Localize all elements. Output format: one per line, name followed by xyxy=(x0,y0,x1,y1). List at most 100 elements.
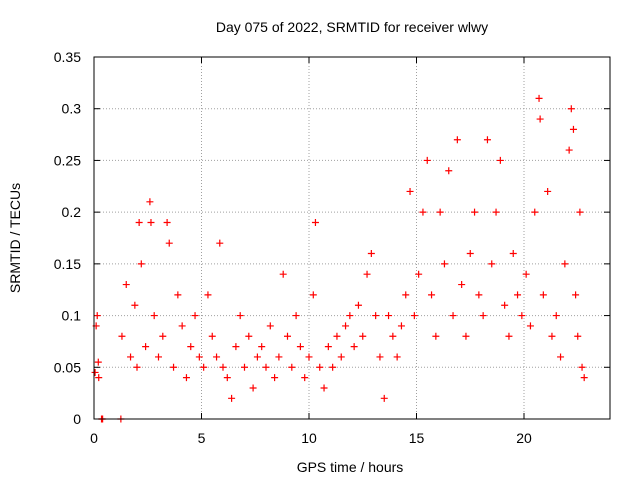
data-point xyxy=(301,374,309,382)
x-tick-label: 10 xyxy=(301,430,317,446)
data-point xyxy=(182,374,190,382)
data-point xyxy=(311,218,319,226)
y-tick-label: 0.3 xyxy=(62,101,82,117)
data-point xyxy=(208,332,216,340)
data-point xyxy=(95,374,103,382)
data-point xyxy=(436,208,444,216)
data-point xyxy=(466,250,474,258)
tick-labels: 0 0.05 0.1 0.15 0.2 0.25 0.3 0.35 0 5 10 15 20 xyxy=(54,49,532,446)
data-point xyxy=(245,332,253,340)
data-point xyxy=(419,208,427,216)
data-point xyxy=(191,312,199,320)
data-points xyxy=(91,94,588,423)
data-point xyxy=(548,332,556,340)
chart-title: Day 075 of 2022, SRMTID for receiver wlw… xyxy=(216,19,488,35)
data-point xyxy=(492,208,500,216)
data-point xyxy=(135,218,143,226)
data-point xyxy=(232,343,240,351)
data-point xyxy=(479,312,487,320)
data-point xyxy=(200,363,208,371)
data-point xyxy=(94,358,102,366)
data-point xyxy=(346,312,354,320)
data-point xyxy=(271,374,279,382)
data-point xyxy=(445,167,453,175)
y-tick-label: 0.05 xyxy=(54,359,81,375)
data-point xyxy=(333,332,341,340)
data-point xyxy=(350,343,358,351)
x-axis-label: GPS time / hours xyxy=(297,459,404,475)
data-point xyxy=(223,374,231,382)
data-point xyxy=(363,270,371,278)
data-point xyxy=(488,260,496,268)
data-point xyxy=(531,208,539,216)
data-point xyxy=(410,312,418,320)
data-point xyxy=(359,332,367,340)
data-point xyxy=(219,363,227,371)
y-axis-label: SRMTID / TECUs xyxy=(7,183,23,293)
data-point xyxy=(258,343,266,351)
data-point xyxy=(228,394,236,402)
data-point xyxy=(428,291,436,299)
data-point xyxy=(544,187,552,195)
data-point xyxy=(572,291,580,299)
y-tick-label: 0.25 xyxy=(54,152,81,168)
data-point xyxy=(178,322,186,330)
data-point xyxy=(309,291,317,299)
data-point xyxy=(204,291,212,299)
data-point xyxy=(561,260,569,268)
data-point xyxy=(432,332,440,340)
data-point xyxy=(150,312,158,320)
data-point xyxy=(462,332,470,340)
data-point xyxy=(471,208,479,216)
data-point xyxy=(127,353,135,361)
data-point xyxy=(288,363,296,371)
data-point xyxy=(535,94,543,102)
data-point xyxy=(279,270,287,278)
data-point xyxy=(397,322,405,330)
data-point xyxy=(367,250,375,258)
data-point xyxy=(137,260,145,268)
data-point xyxy=(501,301,509,309)
data-point xyxy=(249,384,257,392)
data-point xyxy=(163,218,171,226)
data-point xyxy=(458,281,466,289)
data-point xyxy=(505,332,513,340)
y-tick-label: 0.15 xyxy=(54,256,81,272)
data-point xyxy=(131,301,139,309)
data-point xyxy=(518,312,526,320)
data-point xyxy=(93,312,101,320)
data-point xyxy=(241,363,248,371)
data-point xyxy=(342,322,350,330)
data-point xyxy=(536,115,544,123)
data-point xyxy=(449,312,457,320)
data-point xyxy=(385,312,393,320)
data-point xyxy=(266,322,274,330)
data-point xyxy=(483,136,491,144)
data-point xyxy=(133,363,141,371)
data-point xyxy=(91,368,99,376)
y-tick-label: 0.2 xyxy=(62,204,82,220)
data-point xyxy=(569,125,577,133)
data-point xyxy=(509,250,517,258)
data-point xyxy=(316,363,324,371)
data-point xyxy=(170,363,178,371)
data-point xyxy=(557,353,565,361)
data-point xyxy=(122,281,130,289)
data-point xyxy=(453,136,461,144)
y-tick-label: 0.35 xyxy=(54,49,81,65)
data-point xyxy=(305,353,313,361)
x-tick-label: 0 xyxy=(90,430,98,446)
data-point xyxy=(514,291,522,299)
data-point xyxy=(539,291,547,299)
data-point xyxy=(262,363,270,371)
y-tick-label: 0.1 xyxy=(62,308,82,324)
data-point xyxy=(415,270,423,278)
data-point xyxy=(324,343,332,351)
y-tick-label: 0 xyxy=(73,411,81,427)
data-point xyxy=(423,156,431,164)
data-point xyxy=(380,394,388,402)
data-point xyxy=(142,343,150,351)
data-point xyxy=(216,239,224,247)
data-point xyxy=(329,363,337,371)
